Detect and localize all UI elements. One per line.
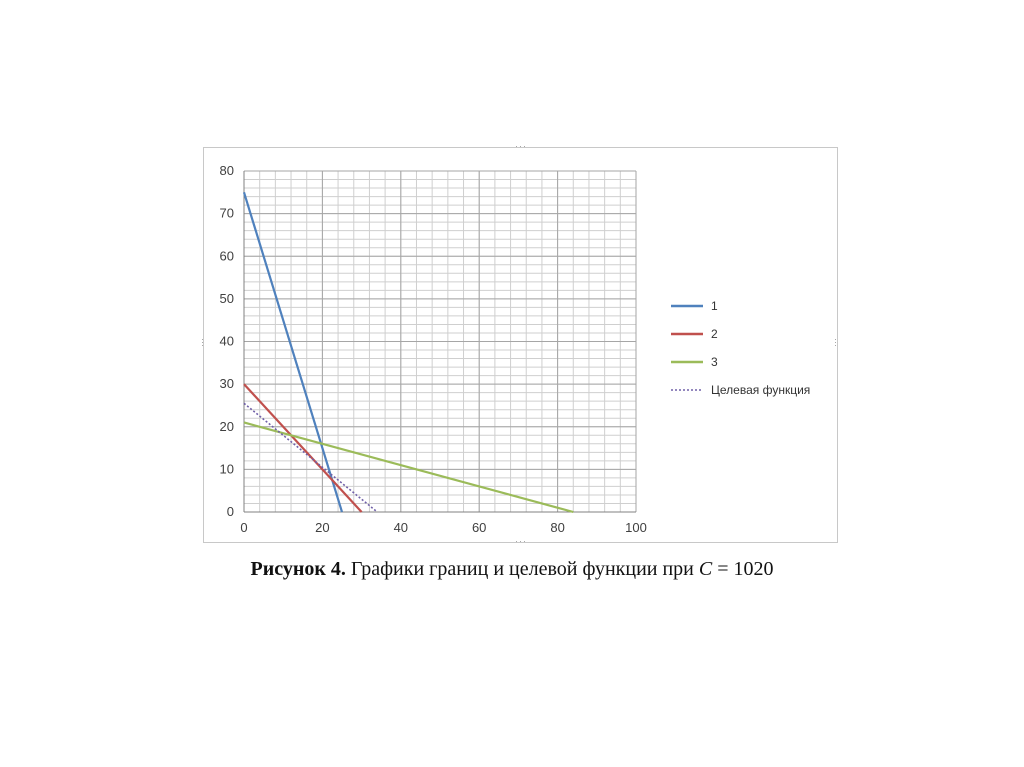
series-lines xyxy=(242,191,574,514)
frame-handle-right: · · · xyxy=(834,334,838,350)
grid xyxy=(243,170,637,513)
y-tick-label: 60 xyxy=(220,248,234,263)
frame-handle-bottom: ··· xyxy=(515,536,527,546)
y-tick-label: 30 xyxy=(220,376,234,391)
series-line-1 xyxy=(242,191,344,513)
legend-label-4: Целевая функция xyxy=(711,383,810,397)
series-line-4 xyxy=(243,402,378,513)
x-tick-label: 100 xyxy=(625,520,647,535)
x-tick-label: 0 xyxy=(240,520,247,535)
x-tick-label: 80 xyxy=(550,520,564,535)
x-tick-label: 20 xyxy=(315,520,329,535)
series-line-2 xyxy=(243,383,363,513)
frame-handle-left: · · · xyxy=(201,334,205,350)
legend-label-3: 3 xyxy=(711,355,718,369)
y-tick-label: 40 xyxy=(220,334,234,349)
caption-variable: C xyxy=(698,558,713,580)
caption-text-after: = 1020 xyxy=(712,558,774,580)
line-chart: 0 20 40 60 80 100 0 10 20 30 40 50 60 70 80 1 2 3 Целевая… xyxy=(220,163,811,535)
y-tick-label: 50 xyxy=(220,291,234,306)
x-tick-label: 40 xyxy=(394,520,408,535)
tick-labels: 0 20 40 60 80 100 0 10 20 30 40 50 60 70 80 xyxy=(220,163,647,535)
figure-caption: Рисунок 4. Графики границ и целевой функ… xyxy=(0,558,1024,581)
y-tick-label: 10 xyxy=(220,461,234,476)
caption-text-before: Графики границ и целевой функции при xyxy=(345,558,699,580)
legend-label-2: 2 xyxy=(711,327,718,341)
y-tick-label: 80 xyxy=(220,163,234,178)
x-tick-label: 60 xyxy=(472,520,486,535)
legend: 1 2 3 Целевая функция xyxy=(671,299,810,397)
legend-label-1: 1 xyxy=(711,299,718,313)
y-tick-label: 0 xyxy=(227,504,234,519)
caption-label: Рисунок 4. xyxy=(250,558,346,580)
series-line-3 xyxy=(243,421,574,514)
frame-handle-top: ··· xyxy=(515,141,527,151)
chart-frame: ··· ··· · · · · · · 0 20 40 60 80 100 0 10 20 30 40 50 6… xyxy=(201,142,838,546)
y-tick-label: 20 xyxy=(220,419,234,434)
y-tick-label: 70 xyxy=(220,206,234,221)
